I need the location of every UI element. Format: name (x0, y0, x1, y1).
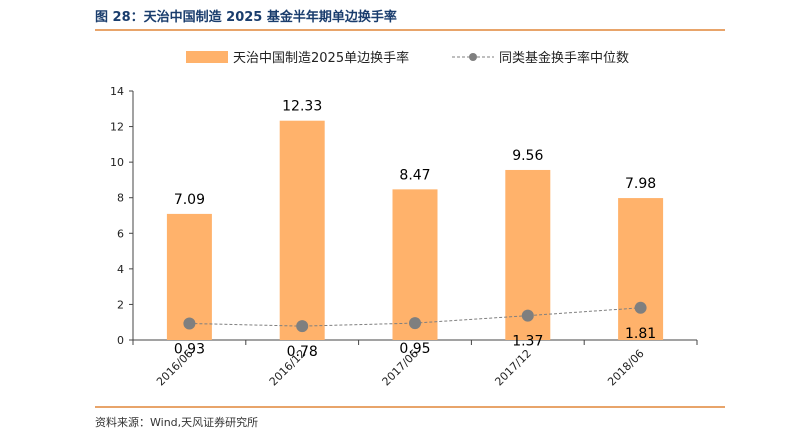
median-value-label: 0.93 (174, 341, 205, 357)
y-tick-label: 4 (117, 263, 124, 276)
legend-bar-swatch (186, 51, 228, 63)
y-ticks: 0 2 4 6 8 10 12 14 (110, 85, 133, 347)
x-tick-label: 2018/06 (605, 347, 647, 389)
figure-title: 图 28：天治中国制造 2025 基金半年期单边换手率 (95, 10, 397, 25)
median-point (183, 317, 196, 330)
y-tick-label: 0 (117, 334, 124, 347)
bar (618, 198, 664, 340)
median-point (296, 320, 309, 333)
y-tick-label: 8 (117, 192, 124, 205)
median-labels: 0.93 0.78 0.95 1.37 1.81 (174, 326, 656, 360)
median-point (409, 317, 421, 330)
median-point (634, 301, 647, 314)
source-note: 资料来源：Wind,天风证券研究所 (95, 416, 259, 429)
y-tick-label: 12 (110, 121, 124, 134)
bar (279, 120, 325, 340)
bar-value-label: 8.47 (399, 167, 430, 183)
bars (166, 120, 664, 340)
legend-line-label: 同类基金换手率中位数 (499, 50, 629, 66)
bar-value-label: 12.33 (282, 99, 322, 115)
y-tick-label: 6 (117, 227, 124, 240)
bar-value-label: 7.98 (625, 176, 656, 192)
bottom-rule (95, 406, 725, 408)
y-tick-label: 14 (110, 85, 124, 98)
legend-line-marker (469, 53, 477, 61)
median-value-label: 1.37 (512, 334, 543, 350)
bar (392, 189, 438, 340)
legend-bar-label: 天治中国制造2025单边换手率 (233, 50, 409, 66)
bar-value-label: 7.09 (174, 192, 205, 208)
legend: 天治中国制造2025单边换手率 同类基金换手率中位数 (186, 50, 629, 66)
median-value-label: 1.81 (625, 326, 656, 342)
median-value-label: 0.95 (399, 341, 430, 357)
bar-value-label: 9.56 (512, 148, 543, 164)
median-value-label: 0.78 (287, 344, 318, 360)
top-rule (95, 29, 725, 31)
y-tick-label: 10 (110, 156, 124, 169)
y-tick-label: 2 (117, 298, 124, 311)
median-point (521, 309, 534, 322)
bar-labels: 7.09 12.33 8.47 9.56 7.98 (174, 99, 656, 208)
x-tick-label: 2017/12 (492, 347, 534, 389)
median-points (183, 301, 647, 333)
